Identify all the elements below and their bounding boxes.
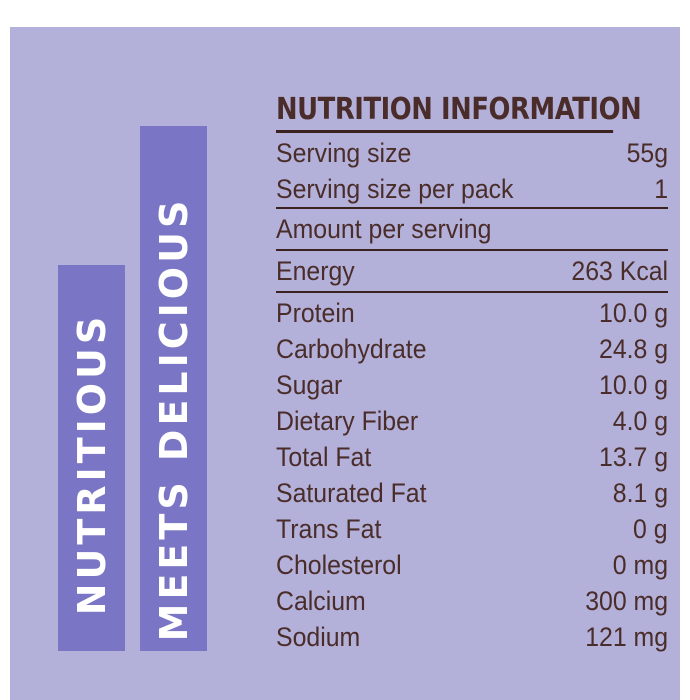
- table-row: Protein 10.0 g: [276, 295, 668, 331]
- row-label: Dietary Fiber: [276, 406, 419, 436]
- table-row: Serving size 55g: [276, 135, 668, 171]
- row-value: 10.0 g: [598, 298, 668, 328]
- row-label: Protein: [276, 298, 355, 328]
- row-value: 13.7 g: [598, 442, 668, 472]
- nutritious-banner: NUTRITIOUS: [58, 265, 125, 651]
- amount-per-serving-row: Amount per serving: [276, 207, 668, 249]
- energy-row: Energy 263 Kcal: [276, 249, 668, 291]
- row-value: 0 mg: [612, 550, 668, 580]
- row-label: Cholesterol: [276, 550, 402, 580]
- row-label: Serving size: [276, 138, 412, 168]
- row-value: 55g: [626, 138, 668, 168]
- row-value: 300 mg: [585, 586, 668, 616]
- row-value: 24.8 g: [598, 334, 668, 364]
- amount-per-serving-label: Amount per serving: [276, 214, 492, 244]
- table-row: Carbohydrate 24.8 g: [276, 331, 668, 367]
- row-label: Sugar: [276, 370, 343, 400]
- meets-delicious-text: MEETS DELICIOUS: [151, 196, 196, 641]
- row-label: Total Fat: [276, 442, 372, 472]
- nutrition-title: NUTRITION INFORMATION: [276, 92, 642, 133]
- table-row: Sodium 121 mg: [276, 619, 668, 655]
- row-label: Carbohydrate: [276, 334, 427, 364]
- energy-value: 263 Kcal: [571, 256, 668, 286]
- table-row: Calcium 300 mg: [276, 583, 668, 619]
- table-row: Trans Fat 0 g: [276, 511, 668, 547]
- table-row: Serving size per pack 1: [276, 171, 668, 207]
- row-label: Calcium: [276, 586, 366, 616]
- table-row: Total Fat 13.7 g: [276, 439, 668, 475]
- row-label: Sodium: [276, 622, 361, 652]
- table-row: Saturated Fat 8.1 g: [276, 475, 668, 511]
- nutritious-text: NUTRITIOUS: [69, 312, 114, 616]
- row-value: 4.0 g: [612, 406, 668, 436]
- row-label: Saturated Fat: [276, 478, 427, 508]
- table-row: Cholesterol 0 mg: [276, 547, 668, 583]
- meets-delicious-banner: MEETS DELICIOUS: [140, 126, 207, 651]
- row-value: 0 g: [633, 514, 668, 544]
- nutrition-table: NUTRITION INFORMATION Serving size 55g S…: [276, 92, 668, 655]
- row-value: 8.1 g: [612, 478, 668, 508]
- row-label: Trans Fat: [276, 514, 382, 544]
- row-value: 10.0 g: [598, 370, 668, 400]
- serving-group: Serving size 55g Serving size per pack 1: [276, 133, 668, 207]
- table-row: Dietary Fiber 4.0 g: [276, 403, 668, 439]
- row-label: Serving size per pack: [276, 174, 514, 204]
- nutrients-group: Protein 10.0 g Carbohydrate 24.8 g Sugar…: [276, 291, 668, 655]
- energy-label: Energy: [276, 256, 355, 286]
- row-value: 1: [654, 174, 668, 204]
- row-value: 121 mg: [585, 622, 668, 652]
- table-row: Sugar 10.0 g: [276, 367, 668, 403]
